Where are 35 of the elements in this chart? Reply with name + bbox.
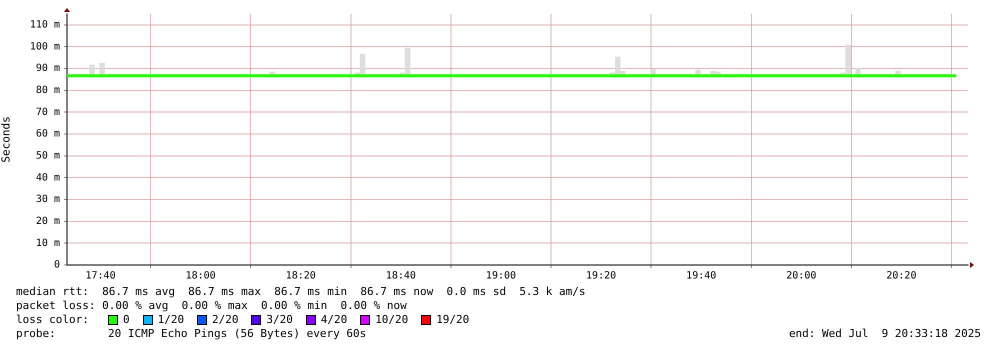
x-tick-label: 19:40 bbox=[686, 270, 716, 282]
x-tick-label: 19:00 bbox=[486, 270, 516, 282]
x-tick-label: 18:20 bbox=[286, 270, 316, 282]
text: loss color: bbox=[16, 313, 89, 327]
x-tick-label: 20:20 bbox=[886, 270, 916, 282]
y-tick-label: 50 m bbox=[36, 150, 60, 162]
text: end: Wed Jul 9 20:33:18 2025 bbox=[788, 327, 981, 341]
x-tick-label: 19:20 bbox=[586, 270, 616, 282]
y-tick-label: 10 m bbox=[36, 238, 60, 249]
text: packet loss: 0.00 % avg 0.00 % max 0.00 % min 0.00 % now bbox=[16, 299, 407, 313]
text: probe: bbox=[16, 327, 56, 341]
text: 19/20 bbox=[436, 313, 470, 327]
y-tick-label: 70 m bbox=[36, 106, 60, 118]
y-axis-title: Seconds bbox=[0, 116, 12, 163]
y-tick-label: 30 m bbox=[36, 194, 60, 206]
y-tick-label: 90 m bbox=[36, 63, 60, 74]
x-tick-label: 17:40 bbox=[85, 270, 116, 282]
text: 20 ICMP Echo Pings (56 Bytes) every 60s bbox=[108, 327, 366, 341]
text: 4/20 bbox=[320, 313, 348, 327]
text: 1/20 bbox=[158, 313, 184, 327]
text: median rtt: 86.7 ms avg 86.7 ms max 86.7 ms min 86.7 ms now 0.0 ms sd 5.3 k am/s bbox=[16, 285, 586, 299]
text: 3/20 bbox=[266, 313, 293, 327]
text: 0 bbox=[123, 313, 130, 327]
y-tick-label: 0 bbox=[54, 260, 60, 271]
x-tick-label: 18:40 bbox=[386, 270, 416, 282]
y-tick-label: 40 m bbox=[36, 172, 60, 184]
x-tick-label: 18:00 bbox=[186, 270, 216, 282]
x-tick-label: 20:00 bbox=[786, 270, 816, 282]
y-tick-label: 80 m bbox=[36, 84, 60, 96]
text: 10/20 bbox=[375, 313, 408, 327]
y-tick-label: 110 m bbox=[30, 20, 60, 31]
y-tick-label: 60 m bbox=[36, 128, 60, 140]
y-tick-label: 20 m bbox=[36, 216, 60, 227]
y-tick-label: 100 m bbox=[30, 41, 60, 52]
text: 2/20 bbox=[212, 313, 238, 327]
